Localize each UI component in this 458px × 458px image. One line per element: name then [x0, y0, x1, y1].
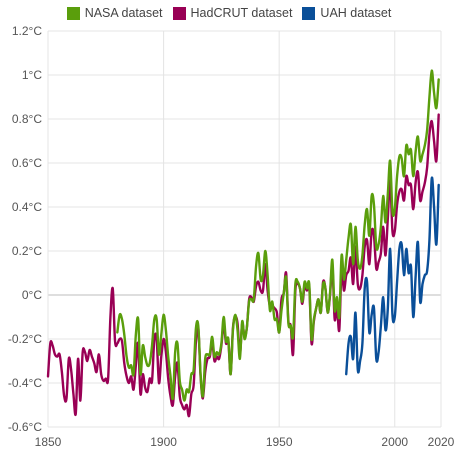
y-tick-label: -0.2°C — [8, 332, 42, 346]
y-tick-label: 0.4°C — [12, 200, 42, 214]
x-tick-label: 1900 — [150, 435, 177, 449]
series-layer — [48, 71, 439, 417]
x-tick-label: 1850 — [35, 435, 62, 449]
series-hadcrut-line[interactable] — [48, 115, 439, 417]
y-tick-label: -0.4°C — [8, 376, 42, 390]
x-tick-label: 2020 — [428, 435, 455, 449]
y-tick-label: 1°C — [22, 68, 42, 82]
y-tick-label: 0.6°C — [12, 156, 42, 170]
y-tick-label: 1.2°C — [12, 24, 42, 38]
y-tick-label: -0.6°C — [8, 420, 42, 434]
x-tick-label: 1950 — [266, 435, 293, 449]
y-tick-label: 0.2°C — [12, 244, 42, 258]
y-tick-label: 0.8°C — [12, 112, 42, 126]
y-tick-label: 0°C — [22, 288, 42, 302]
x-tick-label: 2000 — [381, 435, 408, 449]
